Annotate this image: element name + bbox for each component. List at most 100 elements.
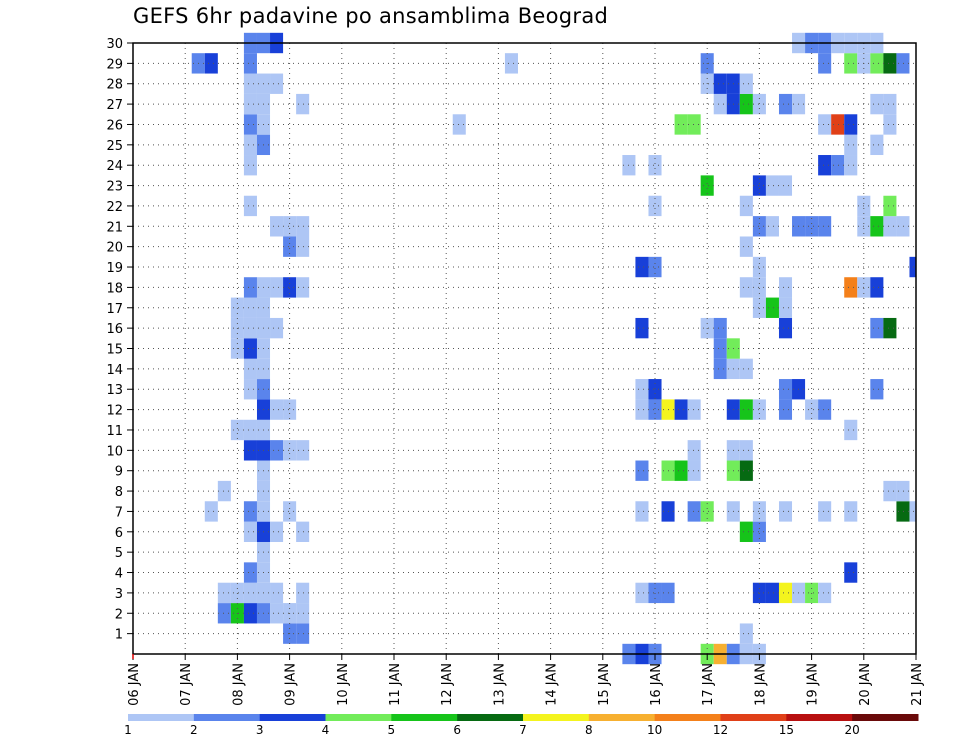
- heatmap-cell: [700, 501, 714, 522]
- y-tick-label: 2: [115, 607, 123, 622]
- legend-label: 5: [388, 723, 396, 737]
- legend-label: 12: [713, 723, 728, 737]
- x-tick-label: 18 JAN: [753, 663, 768, 706]
- legend-label: 6: [453, 723, 461, 737]
- heatmap-cell: [270, 317, 284, 339]
- heatmap-cell: [896, 53, 910, 74]
- heatmap-cell: [831, 155, 845, 176]
- x-tick-label: 19 JAN: [806, 663, 821, 706]
- heatmap-cell: [778, 93, 793, 115]
- heatmap-cell: [752, 297, 766, 318]
- heatmap-cell: [243, 195, 257, 217]
- heatmap-cell: [831, 114, 845, 135]
- heatmap-cell: [752, 216, 766, 237]
- heatmap-cell: [844, 419, 858, 441]
- heatmap-cell: [870, 134, 884, 156]
- heatmap-cell: [687, 460, 701, 481]
- heatmap-cell: [739, 399, 753, 420]
- heatmap-cell: [648, 195, 662, 217]
- x-tick-label: 10 JAN: [336, 663, 351, 706]
- heatmap-cell: [844, 277, 858, 298]
- heatmap-cell: [778, 175, 793, 196]
- y-tick-label: 26: [106, 118, 123, 133]
- y-tick-label: 9: [115, 465, 123, 480]
- x-tick-label: 20 JAN: [858, 663, 873, 706]
- heatmap-cell: [752, 277, 766, 298]
- y-tick-label: 30: [106, 37, 123, 52]
- heatmap-cell: [739, 236, 753, 257]
- heatmap-cell: [283, 277, 297, 298]
- heatmap-cell: [739, 521, 753, 542]
- heatmap-cell: [243, 338, 257, 359]
- heatmap-cell: [778, 399, 793, 420]
- heatmap-cell: [230, 297, 244, 318]
- heatmap-cell: [648, 256, 662, 278]
- heatmap-cell: [778, 501, 793, 522]
- y-tick-label: 1: [115, 628, 123, 643]
- heatmap-cell: [713, 317, 727, 339]
- heatmap-cell: [230, 582, 244, 604]
- heatmap-cell: [648, 399, 662, 420]
- heatmap-cell: [818, 114, 832, 135]
- heatmap-cell: [739, 93, 753, 115]
- heatmap-cell: [243, 155, 257, 176]
- heatmap-cell: [504, 53, 518, 74]
- heatmap-cell: [818, 216, 832, 237]
- y-tick-label: 23: [106, 180, 123, 195]
- y-tick-label: 12: [106, 404, 123, 419]
- heatmap-cell: [752, 521, 766, 542]
- legend-label: 10: [647, 723, 662, 737]
- heatmap-cell: [270, 277, 284, 298]
- x-tick-label: 16 JAN: [649, 663, 664, 706]
- heatmap-cell: [243, 53, 257, 74]
- heatmap-cell: [243, 73, 257, 94]
- heatmap-cell: [270, 216, 284, 237]
- heatmap-cell: [713, 358, 727, 380]
- heatmap-cell: [243, 277, 257, 298]
- heatmap-cell: [296, 582, 310, 604]
- heatmap-cell: [283, 440, 297, 461]
- legend-swatch: [193, 714, 261, 721]
- heatmap-cell: [844, 501, 858, 522]
- heatmap-cell: [752, 501, 766, 522]
- heatmap-cell: [805, 216, 819, 237]
- heatmap-cell: [883, 317, 897, 339]
- heatmap-cell: [648, 155, 662, 176]
- heatmap-cell: [270, 399, 284, 420]
- heatmap-cell: [270, 582, 284, 604]
- heatmap-cell: [752, 582, 766, 604]
- heatmap-cell: [844, 562, 858, 583]
- legend-swatch: [128, 714, 195, 721]
- heatmap-cell: [883, 216, 897, 237]
- heatmap-cell: [870, 53, 884, 74]
- heatmap-cell: [243, 501, 257, 522]
- x-tick-label: 12 JAN: [440, 663, 455, 706]
- heatmap-cell: [217, 582, 231, 604]
- legend-label: 20: [845, 723, 860, 737]
- y-tick-label: 6: [115, 526, 123, 541]
- heatmap-cell: [883, 93, 897, 115]
- legend-swatch: [654, 714, 721, 721]
- heatmap-cell: [687, 114, 701, 135]
- heatmap-cell: [283, 216, 297, 237]
- y-tick-label: 4: [115, 567, 123, 582]
- heatmap-cell: [752, 93, 766, 115]
- heatmap-cells: [191, 32, 916, 665]
- heatmap-cell: [818, 399, 832, 420]
- heatmap-cell: [752, 256, 766, 278]
- y-tick-label: 14: [106, 363, 123, 378]
- heatmap-cell: [296, 623, 310, 644]
- heatmap-cell: [283, 501, 297, 522]
- legend-swatch: [325, 714, 392, 721]
- heatmap-cell: [778, 582, 793, 604]
- heatmap-cell: [452, 114, 466, 135]
- legend-label: 15: [779, 723, 794, 737]
- legend-swatch: [391, 714, 458, 721]
- heatmap-cell: [687, 440, 701, 461]
- legend-label: 4: [322, 723, 330, 737]
- heatmap-cell: [648, 379, 662, 400]
- heatmap-cell: [752, 399, 766, 420]
- heatmap-cell: [217, 480, 231, 502]
- heatmap-cell: [765, 297, 779, 318]
